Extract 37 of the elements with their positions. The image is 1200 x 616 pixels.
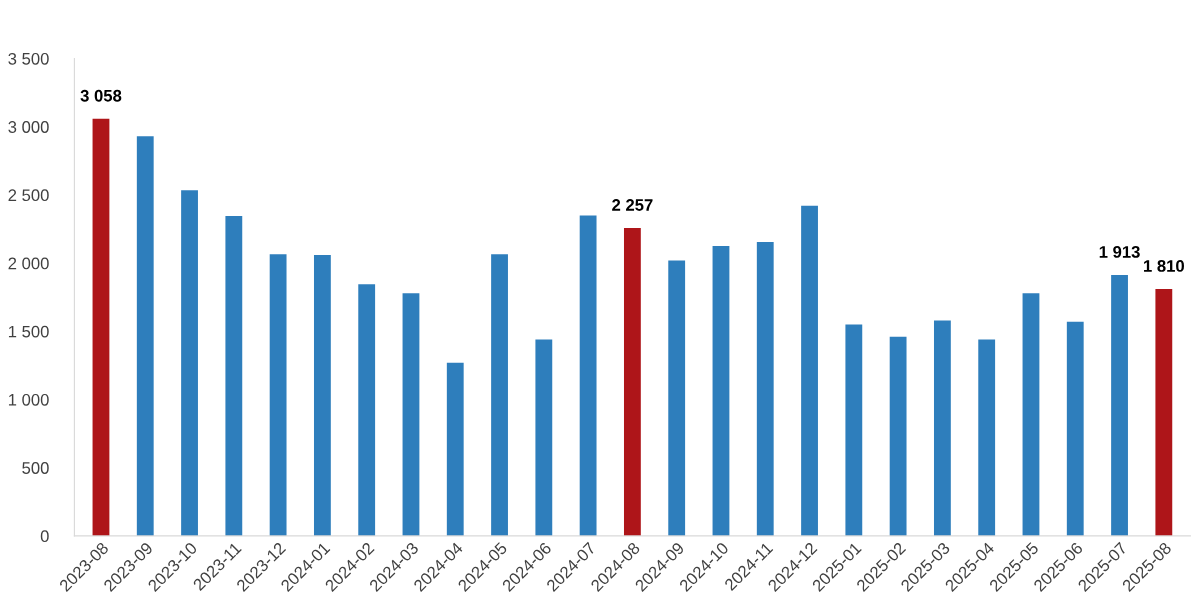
bar (225, 216, 243, 536)
bar (712, 246, 730, 536)
bar (668, 260, 686, 536)
bar (92, 118, 110, 536)
bar (889, 336, 907, 536)
bar (446, 362, 464, 536)
bar (358, 284, 376, 536)
bar (579, 215, 597, 536)
bar (402, 293, 420, 536)
bar (136, 136, 154, 536)
bar (1022, 293, 1040, 536)
bar (313, 254, 331, 536)
bar (535, 339, 553, 536)
bar (269, 254, 287, 536)
bar (491, 254, 508, 536)
bar (756, 241, 774, 536)
bar (1155, 289, 1173, 536)
bar (978, 339, 996, 536)
data-label: 2 257 (612, 199, 653, 211)
data-label: 3 058 (80, 89, 122, 102)
y-tick-label: 0 (40, 530, 49, 543)
y-tick-label: 3 500 (8, 52, 49, 65)
bar (181, 190, 198, 536)
data-label: 1 810 (1144, 260, 1184, 272)
y-tick-label: 1 500 (8, 325, 49, 338)
bar (1111, 274, 1128, 536)
bar (623, 228, 641, 536)
y-tick-label: 3 000 (8, 121, 49, 133)
y-tick-label: 500 (22, 462, 49, 474)
data-label: 1 913 (1099, 246, 1140, 258)
y-tick-label: 2 000 (8, 257, 49, 270)
bar (801, 205, 818, 536)
y-tick-label: 1 000 (8, 393, 49, 406)
bar (1066, 321, 1084, 536)
y-tick-label: 2 500 (8, 189, 49, 202)
bar (933, 320, 951, 536)
bar (845, 324, 863, 536)
